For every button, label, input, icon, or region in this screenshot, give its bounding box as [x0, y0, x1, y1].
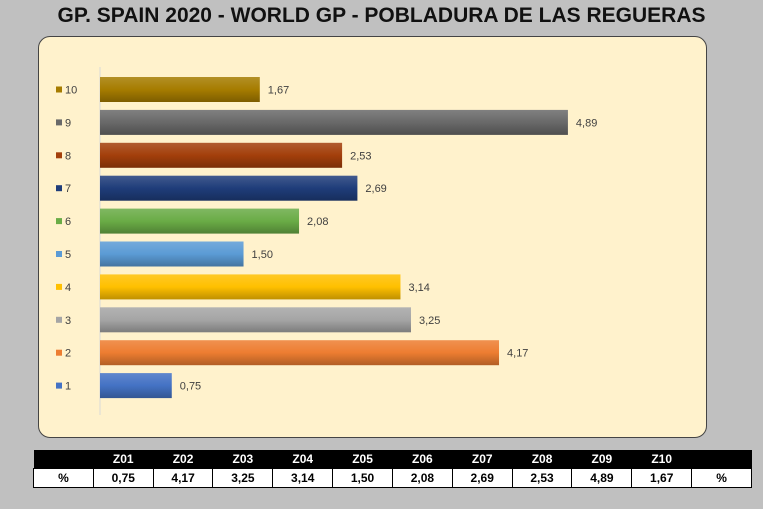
- bar-4: [100, 274, 401, 300]
- bar-9: [100, 109, 568, 135]
- bar-chart: 1,67 10 4,89 9 2,53 8 2,69 7 2,08 6 1,50 5 3,14 4 3,25…: [56, 67, 597, 415]
- table-header-cell: Z07: [471, 452, 493, 466]
- table-cell: 2,53: [511, 468, 573, 488]
- category-label-5: 5: [65, 249, 71, 261]
- value-label-8: 2,53: [350, 150, 371, 162]
- value-label-2: 4,17: [507, 348, 528, 360]
- bar-6: [100, 208, 300, 234]
- bar-8: [100, 142, 343, 168]
- table-cell: 2,08: [391, 468, 453, 488]
- legend-swatch-8: [56, 152, 62, 159]
- bar-5: [100, 241, 244, 267]
- legend-swatch-1: [56, 382, 62, 389]
- table-header-cell: Z06: [412, 452, 433, 466]
- category-label-2: 2: [65, 348, 71, 360]
- bar-1: [100, 373, 172, 399]
- bar-3: [100, 307, 411, 333]
- table-header-cell: [34, 450, 94, 469]
- legend-swatch-6: [56, 218, 62, 225]
- table-cell: 1,50: [332, 468, 393, 488]
- table-cell: 3,14: [272, 468, 334, 488]
- page-title: GP. SPAIN 2020 - WORLD GP - POBLADURA DE…: [57, 4, 706, 27]
- value-label-1: 0,75: [180, 381, 201, 393]
- chart-area: 1,67 10 4,89 9 2,53 8 2,69 7 2,08 6 1,50 5 3,14 4 3,25…: [38, 36, 707, 438]
- bar-7: [100, 175, 358, 201]
- legend-swatch-2: [56, 349, 62, 356]
- legend-swatch-3: [56, 316, 62, 323]
- category-label-3: 3: [65, 315, 71, 327]
- value-label-4: 3,14: [408, 282, 429, 294]
- value-label-3: 3,25: [419, 315, 440, 327]
- table-cell: 4,17: [152, 468, 214, 488]
- legend-swatch-9: [56, 119, 62, 126]
- bar-2: [100, 340, 500, 366]
- table-header-row: Z01 Z02 Z03 Z04 Z05 Z06 Z07 Z08 Z09 Z10: [33, 450, 752, 469]
- table-header-cell: Z03: [232, 452, 254, 466]
- table-header-cell: Z01: [112, 452, 134, 466]
- table-row: % 0,75 4,17 3,25 3,14 1,50 2,08 2,69 2,53 4,89 1,6…: [33, 468, 752, 488]
- table-header-cell: [692, 450, 752, 469]
- table-cell: 4,89: [571, 468, 633, 488]
- legend-swatch-7: [56, 185, 62, 192]
- category-label-9: 9: [65, 117, 71, 129]
- table-header-cell: Z08: [531, 452, 553, 466]
- table-header-cell: Z05: [352, 452, 373, 466]
- table-cell: 2,69: [451, 468, 513, 488]
- value-label-5: 1,50: [252, 249, 273, 261]
- value-label-7: 2,69: [365, 183, 386, 195]
- table-cell: %: [691, 468, 752, 488]
- table-cell: %: [33, 468, 94, 488]
- category-label-6: 6: [65, 216, 71, 228]
- table-cell: 3,25: [212, 468, 274, 488]
- legend-swatch-10: [56, 86, 62, 93]
- table-header-cell: Z04: [292, 452, 314, 466]
- category-label-10: 10: [65, 85, 77, 97]
- legend-swatch-5: [56, 251, 62, 257]
- legend-swatch-4: [56, 283, 62, 290]
- category-label-4: 4: [65, 282, 71, 294]
- table-header-cell: Z10: [651, 452, 673, 466]
- table-header-cell: Z09: [591, 452, 613, 466]
- category-label-7: 7: [65, 183, 71, 195]
- value-label-6: 2,08: [307, 216, 328, 228]
- table-header-cell: Z02: [172, 452, 194, 466]
- table-cell: 0,75: [92, 468, 154, 488]
- category-label-8: 8: [65, 150, 71, 162]
- table-cell: 1,67: [631, 468, 693, 488]
- data-table: Z01 Z02 Z03 Z04 Z05 Z06 Z07 Z08 Z09 Z10 % 0,75 4,17…: [33, 450, 752, 488]
- value-label-10: 1,67: [268, 85, 289, 97]
- bar-10: [100, 77, 260, 102]
- value-label-9: 4,89: [576, 117, 597, 129]
- category-label-1: 1: [65, 381, 71, 393]
